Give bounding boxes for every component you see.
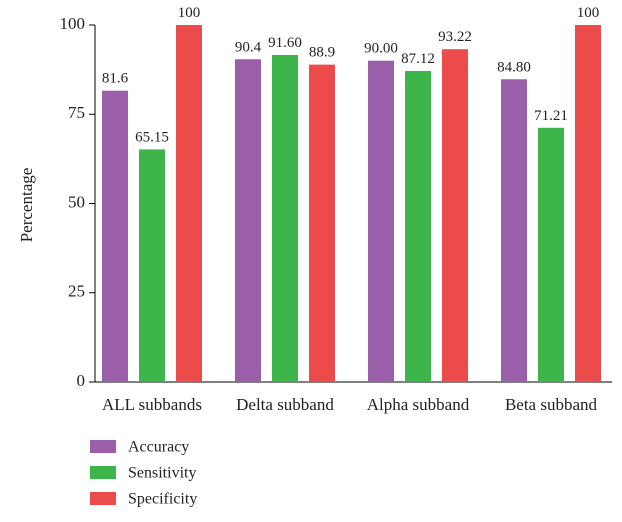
y-tick-label: 100 xyxy=(60,14,86,33)
legend-swatch xyxy=(90,492,116,505)
y-axis-title: Percentage xyxy=(17,168,36,243)
data-label: 88.9 xyxy=(309,45,335,61)
bar-sensitivity xyxy=(538,127,564,382)
data-label: 90.4 xyxy=(235,39,262,55)
bar-group: 81.6 65.15 100 xyxy=(102,5,202,383)
legend-label: Accuracy xyxy=(128,439,189,456)
category-label: ALL subbands xyxy=(102,395,202,414)
bar-specificity xyxy=(309,64,335,382)
category-label: Delta subband xyxy=(236,395,334,414)
category-label: Beta subband xyxy=(505,395,598,414)
bar-specificity xyxy=(442,49,468,383)
y-axis: Percentage 0 25 50 75 100 xyxy=(17,14,96,390)
y-tick-label: 50 xyxy=(68,192,85,211)
y-tick-label: 25 xyxy=(68,282,85,301)
legend-label: Sensitivity xyxy=(128,465,196,482)
data-label: 100 xyxy=(577,5,600,21)
bar-specificity xyxy=(575,25,601,382)
data-label: 90.00 xyxy=(364,41,398,57)
legend-item: Specificity xyxy=(90,491,197,508)
bar-sensitivity xyxy=(272,54,298,382)
bar-specificity xyxy=(176,25,202,382)
legend-label: Specificity xyxy=(128,491,197,508)
legend-swatch xyxy=(90,466,116,479)
category-label: Alpha subband xyxy=(367,395,470,414)
data-label: 65.15 xyxy=(135,129,169,145)
legend-swatch xyxy=(90,440,116,453)
bar-group: 84.80 71.21 100 xyxy=(497,5,601,382)
bar-accuracy xyxy=(501,79,527,382)
legend-item: Accuracy xyxy=(90,439,189,456)
data-label: 91.60 xyxy=(268,35,302,51)
bar-accuracy xyxy=(235,59,261,382)
bar-group: 90.4 91.60 88.9 xyxy=(235,35,335,382)
y-tick-label: 75 xyxy=(68,103,85,122)
bar-sensitivity xyxy=(139,149,165,382)
legend: Accuracy Sensitivity Specificity xyxy=(90,439,197,508)
bars-group: 81.6 65.15 100 90.4 91.60 88.9 90.0087.1293.22… xyxy=(102,5,601,383)
data-label: 87.12 xyxy=(401,51,435,67)
bar-sensitivity xyxy=(405,70,431,382)
bar-accuracy xyxy=(102,90,128,383)
y-tick-label: 0 xyxy=(77,371,86,390)
legend-item: Sensitivity xyxy=(90,465,196,482)
data-label: 84.80 xyxy=(497,59,531,75)
data-label: 93.22 xyxy=(438,29,472,45)
data-label: 100 xyxy=(178,5,201,21)
data-label: 81.6 xyxy=(102,71,129,87)
bar-accuracy xyxy=(368,60,394,382)
data-label: 71.21 xyxy=(534,108,568,124)
x-axis: ALL subbands Delta subband Alpha subband Be… xyxy=(95,381,612,414)
